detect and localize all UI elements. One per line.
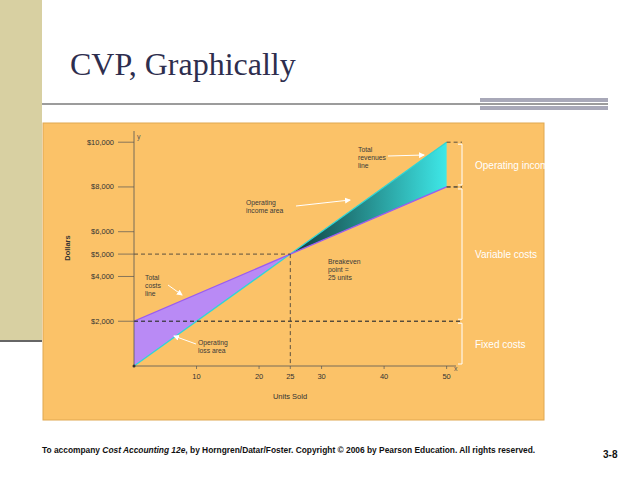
bracket-guide (447, 186, 462, 187)
y-tick (118, 254, 134, 255)
y-tick-label: $6,000 (91, 227, 114, 236)
x-tick (384, 366, 385, 369)
slide-title: CVP, Graphically (70, 46, 296, 82)
y-tick-label: $8,000 (91, 182, 114, 191)
x-tick-label: 20 (255, 372, 263, 381)
axis-symbol: x (454, 365, 458, 372)
y-tick (118, 186, 134, 187)
annotation-arrow (168, 285, 182, 295)
y-axis (134, 131, 135, 366)
annotation-arrow (174, 336, 196, 344)
side-bar (0, 0, 42, 340)
y-tick-label: $10,000 (87, 138, 114, 147)
bracket (458, 189, 462, 319)
axis-symbol: y (137, 133, 141, 141)
breakeven-guide (134, 254, 290, 255)
x-tick-label: 50 (442, 372, 450, 381)
chart-panel (43, 123, 544, 420)
x-tick-label: 40 (380, 372, 388, 381)
title-bar (480, 106, 608, 110)
annotation: Totalcostsline (145, 274, 161, 297)
x-tick-label: 10 (192, 372, 200, 381)
y-tick (118, 276, 134, 277)
y-tick-label: $2,000 (91, 317, 114, 326)
bracket-guide (447, 186, 462, 187)
footer-part: To accompany (42, 445, 102, 455)
x-tick (196, 366, 197, 369)
breakeven-guide (290, 254, 291, 366)
bracket-label: Variable costs (475, 249, 537, 260)
origin-dot (133, 365, 136, 368)
title-bar (480, 98, 608, 102)
page-number: 3-8 (603, 449, 618, 460)
title-rule (42, 103, 608, 104)
annotation-arrow (388, 155, 424, 156)
x-tick (446, 366, 447, 369)
x-tick (290, 366, 291, 369)
bracket-guide (134, 321, 462, 322)
side-rule (0, 340, 42, 342)
x-tick-label: 25 (286, 372, 294, 381)
annotation-arrow (296, 200, 350, 206)
y-tick-label: $5,000 (91, 250, 114, 259)
annotation: Totalrevenuesline (358, 146, 387, 169)
annotation: Operatingincome area (246, 199, 284, 214)
x-tick-label: 30 (317, 372, 325, 381)
plot-area (134, 142, 447, 366)
x-tick (259, 366, 260, 369)
bracket (458, 144, 462, 185)
annotation: Operatingloss area (198, 339, 228, 354)
bracket-label: Fixed costs (475, 339, 526, 350)
x-axis (134, 366, 456, 367)
bracket-label: Operating income (475, 160, 554, 171)
slide: CVP, Graphically To accompany Cost Accoun… (0, 0, 640, 480)
y-tick (118, 142, 134, 143)
bracket (458, 323, 462, 364)
footer: To accompany Cost Accounting 12e, by Hor… (42, 445, 535, 455)
y-tick (118, 231, 134, 232)
y-axis-label: Dollars (63, 235, 72, 260)
bracket-guide (447, 142, 462, 143)
annotation: Breakevenpoint =25 units (328, 258, 361, 281)
y-tick-label: $4,000 (91, 272, 114, 281)
y-tick (118, 321, 134, 322)
bracket-guide (134, 321, 462, 322)
series-line (134, 142, 447, 366)
x-tick (321, 366, 322, 369)
x-axis-label: Units Sold (273, 392, 307, 401)
footer-part: , by Horngren/Datar/Foster. Copyright © … (185, 445, 535, 455)
footer-part: Cost Accounting 12e (102, 445, 185, 455)
